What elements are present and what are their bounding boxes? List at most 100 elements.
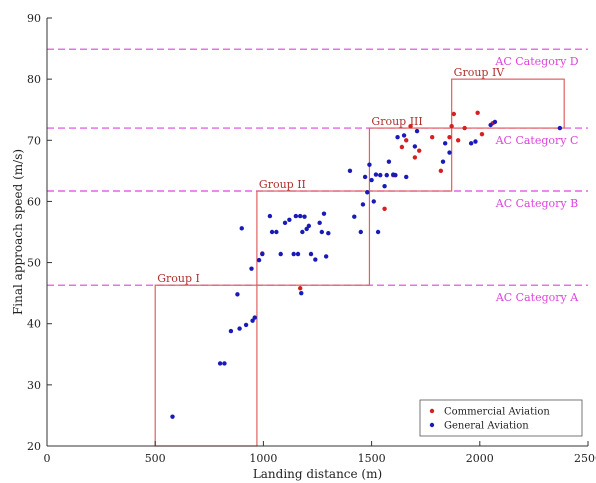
group-box bbox=[256, 190, 371, 286]
general-aviation-point bbox=[297, 213, 303, 219]
legend-marker-general bbox=[429, 422, 435, 428]
group-box bbox=[451, 78, 565, 129]
general-aviation-point bbox=[378, 172, 383, 178]
commercial-aviation-point bbox=[382, 206, 387, 211]
general-aviation-point bbox=[440, 159, 446, 164]
general-aviation-point bbox=[401, 133, 407, 138]
general-aviation-point bbox=[375, 229, 381, 235]
commercial-aviation-point bbox=[449, 124, 454, 129]
category-lines-layer: AC Category A AC Category B AC Category C A… bbox=[47, 48, 588, 304]
general-aviation-point bbox=[362, 174, 368, 180]
general-aviation-point bbox=[365, 190, 370, 195]
general-aviation-point bbox=[274, 229, 279, 235]
category-label: AC Category D bbox=[494, 55, 578, 68]
category-label: AC Category C bbox=[495, 134, 579, 147]
group-label: Group IV bbox=[454, 66, 506, 79]
y-tick-label: 40 bbox=[27, 318, 41, 331]
general-aviation-point bbox=[326, 231, 331, 236]
general-aviation-point bbox=[228, 328, 234, 334]
axes-layer: 0 500 1000 1500 2000 2500 20 30 40 50 60 70 80 90 Land… bbox=[11, 12, 596, 481]
general-aviation-point bbox=[321, 211, 327, 216]
commercial-aviation-point bbox=[451, 111, 457, 117]
general-aviation-point bbox=[256, 257, 262, 263]
general-aviation-point bbox=[412, 144, 418, 149]
general-aviation-point bbox=[217, 361, 223, 366]
y-tick-label: 20 bbox=[27, 440, 41, 453]
commercial-aviation-point bbox=[447, 135, 452, 140]
commercial-aviation-point bbox=[408, 124, 413, 129]
group-label: Group II bbox=[259, 178, 306, 191]
data-points-layer bbox=[170, 110, 563, 419]
x-tick-label: 0 bbox=[44, 452, 51, 465]
commercial-aviation-point bbox=[404, 138, 409, 143]
legend-marker-commercial bbox=[429, 408, 435, 414]
general-aviation-point bbox=[300, 229, 305, 235]
general-aviation-point bbox=[313, 257, 318, 262]
general-aviation-point bbox=[382, 183, 387, 189]
general-aviation-point bbox=[492, 119, 498, 125]
category-label: AC Category B bbox=[495, 197, 578, 210]
general-aviation-point bbox=[358, 229, 363, 235]
legend-entry: Commercial Aviation bbox=[444, 407, 550, 418]
legend-entry: General Aviation bbox=[444, 421, 529, 432]
general-aviation-point bbox=[282, 220, 288, 226]
general-aviation-point bbox=[235, 292, 240, 297]
y-tick-label: 90 bbox=[27, 12, 41, 25]
general-aviation-point bbox=[302, 214, 307, 219]
general-aviation-point bbox=[267, 213, 273, 219]
general-aviation-point bbox=[414, 128, 420, 134]
general-aviation-point bbox=[468, 141, 474, 146]
x-tick-label: 1000 bbox=[249, 452, 277, 465]
legend-box bbox=[419, 399, 583, 437]
general-aviation-point bbox=[291, 251, 296, 257]
group-box bbox=[154, 284, 258, 447]
group-boxes-layer: Group I Group II Group III Group IV bbox=[154, 66, 565, 447]
general-aviation-point bbox=[347, 168, 353, 174]
y-tick-label: 50 bbox=[27, 257, 41, 270]
general-aviation-point bbox=[170, 414, 175, 419]
group-box bbox=[368, 127, 453, 192]
general-aviation-point bbox=[295, 251, 301, 257]
general-aviation-point bbox=[447, 150, 452, 155]
general-aviation-point bbox=[404, 174, 409, 180]
general-aviation-point bbox=[243, 322, 249, 328]
general-aviation-point bbox=[557, 125, 563, 131]
general-aviation-point bbox=[278, 251, 283, 257]
general-aviation-point bbox=[442, 141, 448, 146]
commercial-aviation-point bbox=[462, 125, 467, 131]
general-aviation-point bbox=[308, 251, 314, 257]
x-axis-title: Landing distance (m) bbox=[253, 467, 382, 481]
general-aviation-point bbox=[373, 172, 379, 177]
general-aviation-point bbox=[293, 213, 299, 219]
commercial-aviation-point bbox=[412, 155, 418, 160]
x-tick-label: 2000 bbox=[466, 452, 494, 465]
general-aviation-point bbox=[222, 361, 227, 366]
general-aviation-point bbox=[299, 290, 304, 296]
general-aviation-point bbox=[317, 220, 322, 226]
general-aviation-point bbox=[488, 122, 493, 128]
commercial-aviation-point bbox=[429, 135, 435, 140]
group-label: Group I bbox=[157, 272, 200, 285]
general-aviation-point bbox=[371, 199, 376, 204]
general-aviation-point bbox=[393, 172, 398, 178]
general-aviation-point bbox=[304, 226, 309, 232]
commercial-aviation-point bbox=[399, 144, 405, 150]
legend: Commercial Aviation General Aviation bbox=[419, 399, 583, 437]
commercial-aviation-point bbox=[479, 131, 485, 137]
general-aviation-point bbox=[395, 135, 400, 140]
y-axis-title: Final approach speed (m/s) bbox=[11, 149, 25, 315]
commercial-aviation-point bbox=[417, 148, 422, 153]
general-aviation-point bbox=[252, 315, 257, 320]
general-aviation-point bbox=[237, 326, 242, 331]
general-aviation-point bbox=[352, 214, 357, 219]
general-aviation-point bbox=[360, 202, 366, 207]
general-aviation-point bbox=[386, 159, 392, 164]
commercial-aviation-point bbox=[438, 168, 444, 174]
x-tick-label: 2500 bbox=[574, 452, 596, 465]
general-aviation-point bbox=[260, 251, 265, 257]
general-aviation-point bbox=[367, 162, 372, 167]
general-aviation-point bbox=[473, 139, 478, 144]
commercial-aviation-point bbox=[297, 286, 303, 291]
